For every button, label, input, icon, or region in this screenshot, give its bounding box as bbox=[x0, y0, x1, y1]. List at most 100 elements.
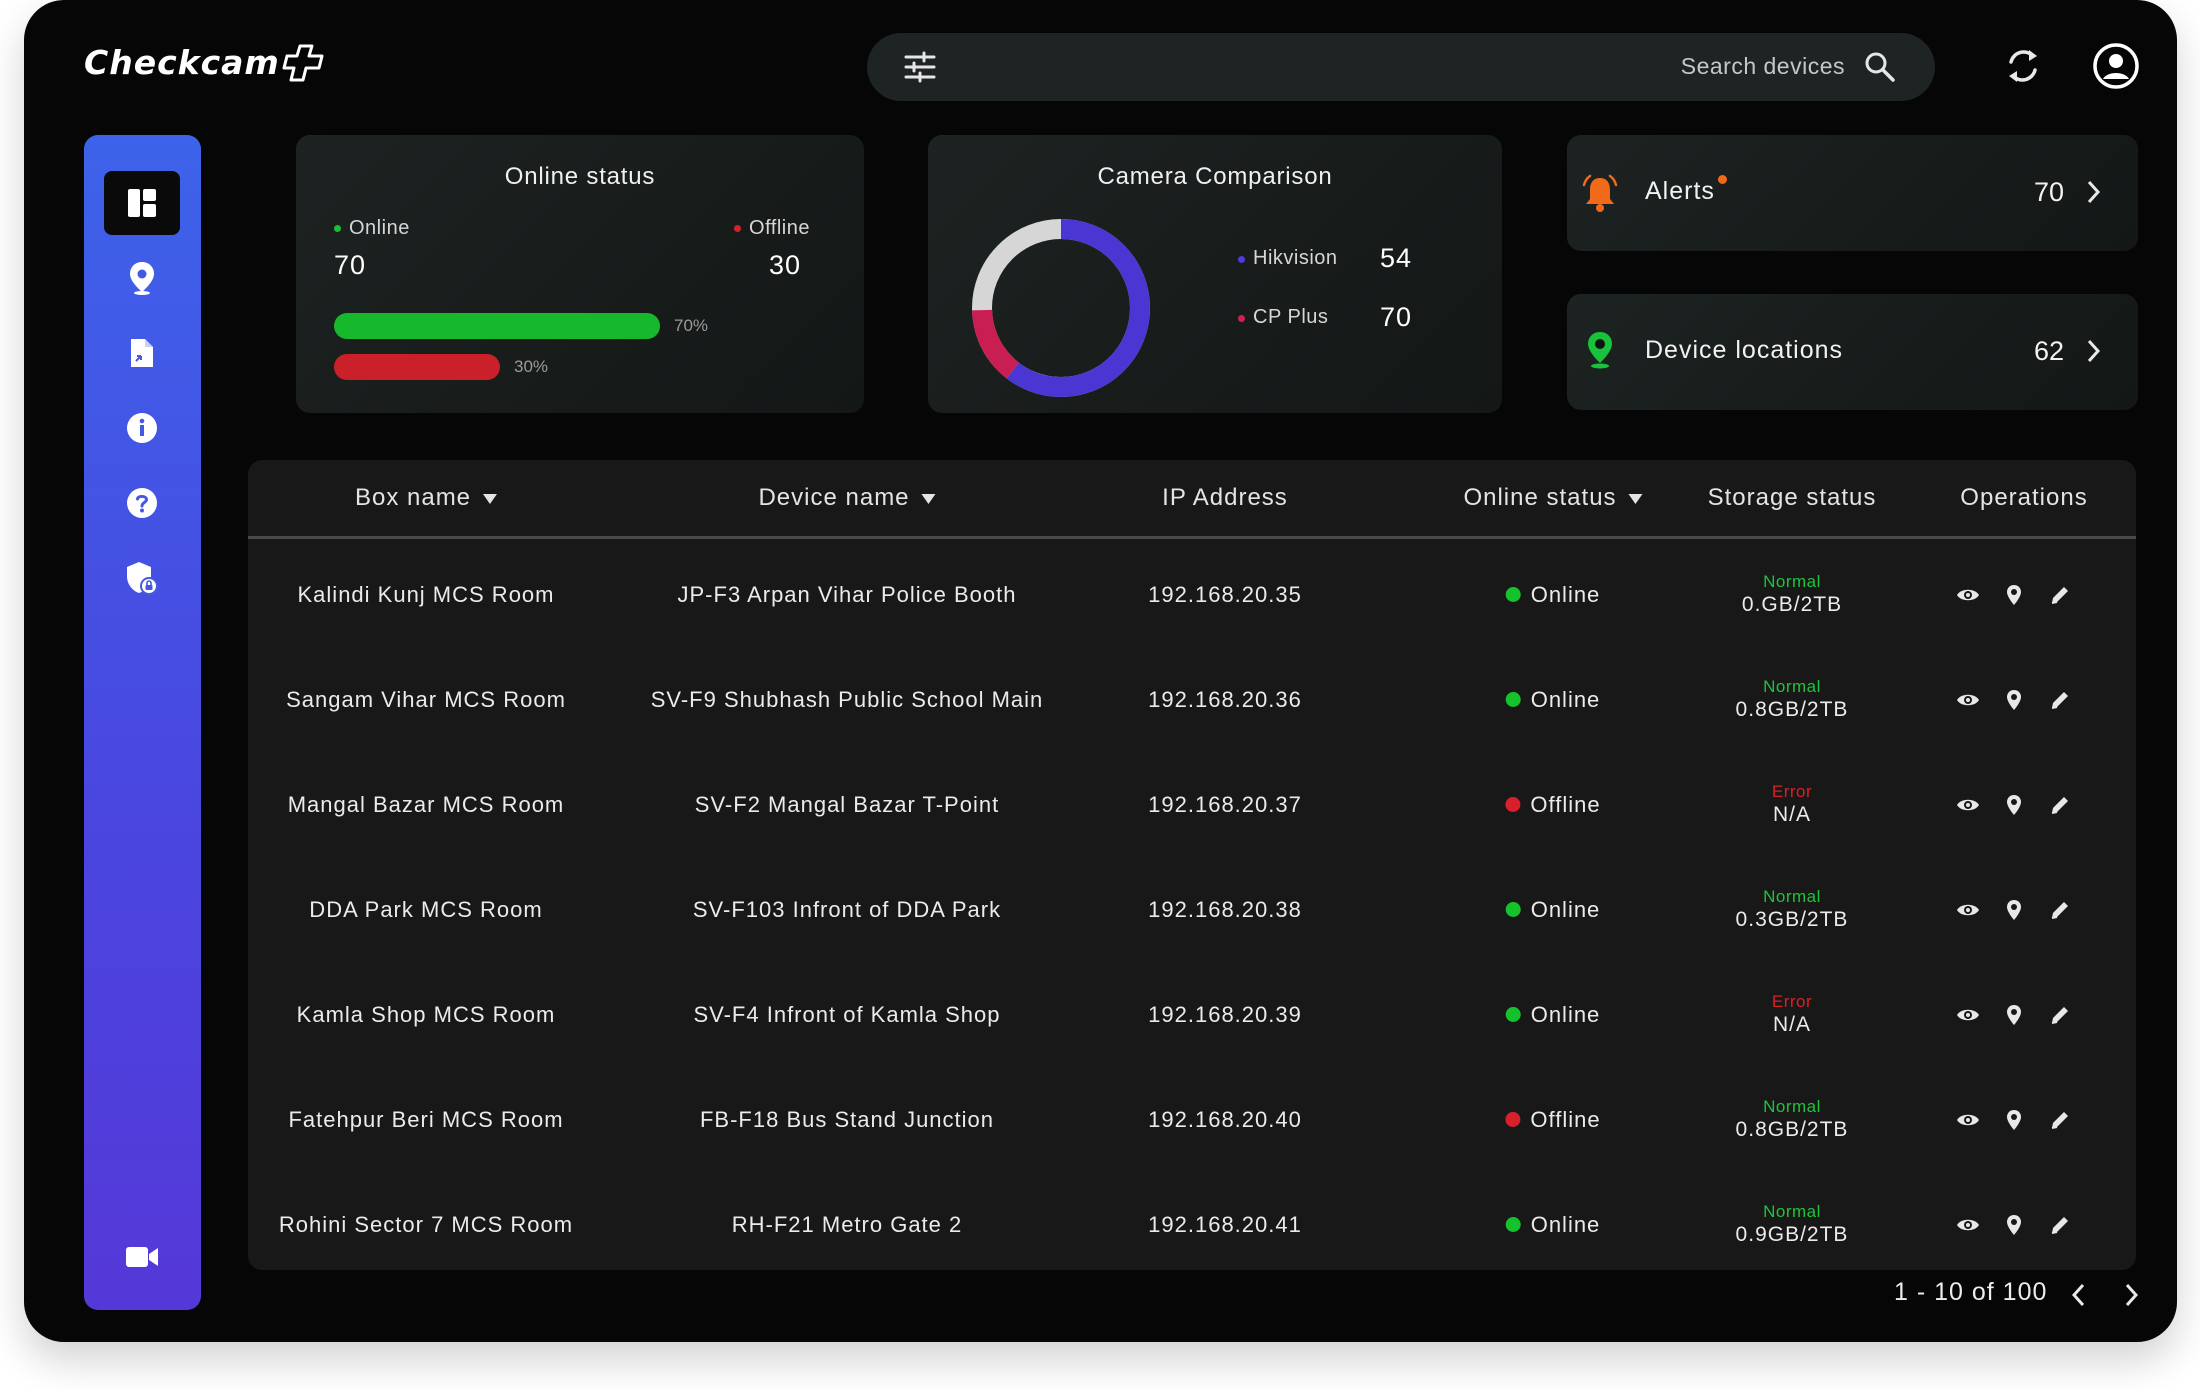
status-label: Online bbox=[1530, 896, 1601, 922]
chevron-right-icon[interactable] bbox=[2086, 338, 2102, 364]
camera-donut-chart bbox=[972, 219, 1150, 397]
table-row[interactable]: Kamla Shop MCS Room SV-F4 Infront of Kaml… bbox=[248, 962, 2136, 1067]
table-header: Box name Device name IP Address Online s… bbox=[248, 460, 2136, 539]
previous-page-button[interactable] bbox=[2064, 1280, 2094, 1310]
cell-device-name: SV-F4 Infront of Kamla Shop bbox=[693, 1001, 1001, 1027]
offline-label: Offline bbox=[749, 217, 810, 239]
column-header-box-name[interactable]: Box name bbox=[355, 484, 498, 512]
online-status-card: Online status Online 70 Offline 30 70% 3… bbox=[296, 135, 864, 413]
refresh-icon[interactable] bbox=[1999, 42, 2047, 90]
cell-ip-address: 192.168.20.35 bbox=[1148, 581, 1302, 607]
sidebar-item-security[interactable] bbox=[104, 546, 180, 610]
edit-icon[interactable] bbox=[2047, 582, 2073, 608]
location-icon[interactable] bbox=[2001, 1212, 2027, 1238]
status-dot bbox=[1505, 1112, 1521, 1127]
sidebar-item-cameras[interactable] bbox=[104, 1225, 180, 1289]
cpplus-dot bbox=[1238, 315, 1245, 323]
storage-amount: 0.8GB/2TB bbox=[1735, 697, 1849, 721]
cell-online-status: Online bbox=[1505, 857, 1601, 962]
status-dot bbox=[1505, 1007, 1521, 1022]
cell-box-name: Mangal Bazar MCS Room bbox=[287, 791, 565, 817]
cell-device-name: SV-F9 Shubhash Public School Main bbox=[650, 686, 1044, 712]
sidebar-item-reports[interactable] bbox=[104, 321, 180, 385]
brand-legend-hikvision: Hikvision bbox=[1238, 247, 1338, 270]
location-icon[interactable] bbox=[2001, 1107, 2027, 1133]
device-locations-card[interactable]: Device locations 62 bbox=[1567, 294, 2138, 410]
cell-online-status: Online bbox=[1505, 542, 1601, 647]
hikvision-value: 54 bbox=[1380, 243, 1413, 273]
cell-online-status: Online bbox=[1505, 647, 1601, 752]
location-icon[interactable] bbox=[2001, 897, 2027, 923]
edit-icon[interactable] bbox=[2047, 1107, 2073, 1133]
hikvision-dot bbox=[1238, 256, 1245, 264]
edit-icon[interactable] bbox=[2047, 687, 2073, 713]
table-row[interactable]: DDA Park MCS Room SV-F103 Infront of DDA … bbox=[248, 857, 2136, 962]
table-row[interactable]: Rohini Sector 7 MCS Room RH-F21 Metro Gat… bbox=[248, 1172, 2136, 1277]
online-legend-dot bbox=[334, 225, 341, 233]
search-input[interactable]: Search devices bbox=[1680, 53, 1845, 79]
storage-amount: N/A bbox=[1772, 802, 1811, 826]
logo-cross-icon bbox=[282, 44, 324, 82]
location-pin-icon bbox=[130, 262, 154, 295]
storage-amount: 0.9GB/2TB bbox=[1735, 1222, 1849, 1246]
sidebar-item-locations[interactable] bbox=[104, 246, 180, 310]
table-row[interactable]: Kalindi Kunj MCS Room JP-F3 Arpan Vihar P… bbox=[248, 542, 2136, 647]
sidebar-item-help[interactable] bbox=[104, 471, 180, 535]
view-icon[interactable] bbox=[1955, 1107, 1981, 1133]
view-icon[interactable] bbox=[1955, 1212, 1981, 1238]
view-icon[interactable] bbox=[1955, 687, 1981, 713]
cell-ip-address: 192.168.20.37 bbox=[1148, 791, 1302, 817]
app-window: Checkcam Search devices bbox=[24, 0, 2177, 1342]
alerts-card[interactable]: Alerts 70 bbox=[1567, 135, 2138, 251]
edit-icon[interactable] bbox=[2047, 792, 2073, 818]
location-icon[interactable] bbox=[2001, 1002, 2027, 1028]
storage-state: Error bbox=[1771, 781, 1813, 801]
status-dot bbox=[1505, 587, 1521, 602]
sidebar-item-dashboard[interactable] bbox=[104, 171, 180, 235]
help-icon bbox=[127, 488, 157, 518]
cell-storage-status: Normal 0.8GB/2TB bbox=[1736, 1067, 1849, 1172]
online-count: 70 bbox=[334, 250, 367, 280]
cell-storage-status: Normal 0.8GB/2TB bbox=[1736, 647, 1849, 752]
cell-device-name: RH-F21 Metro Gate 2 bbox=[731, 1211, 963, 1237]
view-icon[interactable] bbox=[1955, 897, 1981, 923]
view-icon[interactable] bbox=[1955, 582, 1981, 608]
offline-legend: Offline bbox=[734, 217, 810, 240]
filter-icon[interactable] bbox=[903, 51, 937, 83]
storage-amount: 0.8GB/2TB bbox=[1735, 1117, 1849, 1141]
cell-operations bbox=[1955, 542, 2073, 647]
table-row[interactable]: Mangal Bazar MCS Room SV-F2 Mangal Bazar … bbox=[248, 752, 2136, 857]
view-icon[interactable] bbox=[1955, 1002, 1981, 1028]
search-icon[interactable] bbox=[1863, 50, 1897, 84]
cell-storage-status: Normal 0.9GB/2TB bbox=[1736, 1172, 1849, 1277]
cell-online-status: Offline bbox=[1505, 1067, 1600, 1172]
offline-legend-dot bbox=[734, 225, 742, 233]
status-label: Offline bbox=[1530, 791, 1601, 817]
chevron-right-icon[interactable] bbox=[2086, 179, 2102, 205]
edit-icon[interactable] bbox=[2047, 897, 2073, 923]
cell-ip-address: 192.168.20.41 bbox=[1148, 1211, 1302, 1237]
cell-operations bbox=[1955, 1067, 2073, 1172]
sidebar-item-info[interactable] bbox=[104, 396, 180, 460]
cell-operations bbox=[1955, 1172, 2073, 1277]
alerts-label: Alerts bbox=[1645, 177, 1715, 205]
column-header-device-name[interactable]: Device name bbox=[758, 484, 936, 512]
location-icon[interactable] bbox=[2001, 792, 2027, 818]
location-icon[interactable] bbox=[2001, 582, 2027, 608]
table-row[interactable]: Sangam Vihar MCS Room SV-F9 Shubhash Publ… bbox=[248, 647, 2136, 752]
account-icon[interactable] bbox=[2092, 42, 2140, 90]
location-icon[interactable] bbox=[2001, 687, 2027, 713]
status-label: Online bbox=[1530, 1001, 1601, 1027]
column-header-online-status[interactable]: Online status bbox=[1463, 484, 1643, 512]
cell-ip-address: 192.168.20.40 bbox=[1148, 1106, 1302, 1132]
status-label: Offline bbox=[1530, 1106, 1601, 1132]
online-progress-bar bbox=[334, 313, 660, 339]
alerts-badge-dot bbox=[1718, 175, 1727, 184]
storage-state: Normal bbox=[1763, 1201, 1821, 1221]
view-icon[interactable] bbox=[1955, 792, 1981, 818]
edit-icon[interactable] bbox=[2047, 1212, 2073, 1238]
edit-icon[interactable] bbox=[2047, 1002, 2073, 1028]
next-page-button[interactable] bbox=[2116, 1280, 2146, 1310]
online-label: Online bbox=[349, 217, 410, 239]
table-row[interactable]: Fatehpur Beri MCS Room FB-F18 Bus Stand J… bbox=[248, 1067, 2136, 1172]
